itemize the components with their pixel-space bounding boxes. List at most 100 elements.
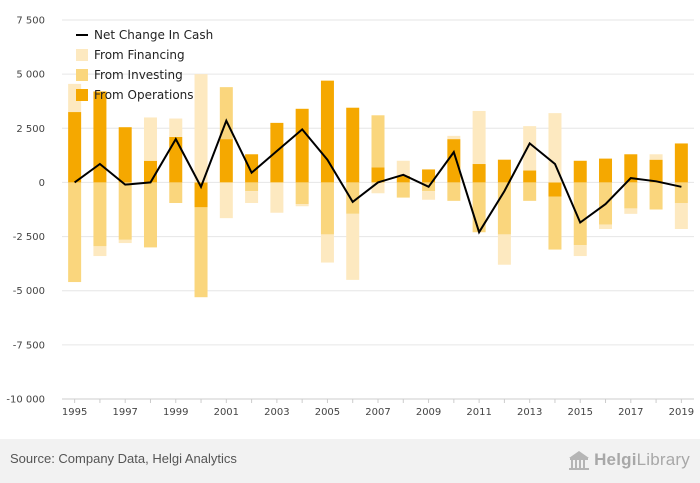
bar-from-financing	[219, 182, 233, 219]
bar-from-operations	[447, 139, 461, 183]
bar-from-operations	[245, 154, 259, 183]
bar-from-investing	[295, 182, 309, 205]
bar-from-financing	[346, 213, 360, 280]
bar-from-financing	[245, 191, 259, 204]
bar-from-financing	[270, 182, 284, 213]
x-tick-label: 2003	[264, 407, 289, 418]
bar-from-investing	[194, 207, 208, 298]
bars	[68, 74, 688, 298]
bar-from-financing	[497, 234, 511, 265]
bar-from-financing	[624, 208, 638, 214]
logo-text-library: Library	[636, 450, 690, 469]
bar-from-financing	[169, 118, 183, 137]
y-tick-label: 0	[39, 178, 45, 189]
legend-label: From Investing	[94, 68, 183, 82]
bar-from-operations	[422, 169, 436, 183]
bar-from-operations	[194, 182, 208, 208]
bar-from-operations	[599, 158, 613, 183]
bar-from-operations	[523, 170, 537, 183]
bar-from-investing	[371, 115, 385, 168]
bar-from-investing	[169, 182, 183, 204]
y-tick-label: -7 500	[13, 340, 45, 351]
bar-from-investing	[118, 182, 132, 240]
bar-from-investing	[68, 182, 82, 283]
bar-from-investing	[573, 182, 587, 246]
bar-from-operations	[548, 182, 562, 197]
x-tick-label: 1997	[112, 407, 137, 418]
bar-from-investing	[649, 182, 663, 210]
bar-from-financing	[674, 203, 688, 229]
x-tick-label: 1995	[62, 407, 87, 418]
x-tick-label: 2011	[466, 407, 491, 418]
x-tick-label: 2017	[618, 407, 643, 418]
x-tick-label: 2019	[669, 407, 694, 418]
bar-from-operations	[118, 127, 132, 183]
legend-label: From Financing	[94, 48, 185, 62]
bar-from-operations	[143, 160, 157, 183]
bar-from-operations	[93, 91, 107, 183]
bar-from-investing	[245, 182, 259, 192]
bar-from-investing	[523, 182, 537, 201]
y-tick-label: -5 000	[13, 286, 45, 297]
bar-from-operations	[346, 107, 360, 183]
x-tick-label: 2013	[517, 407, 542, 418]
bar-from-operations	[624, 154, 638, 183]
x-tick-label: 1999	[163, 407, 188, 418]
bar-from-financing	[422, 191, 436, 200]
bar-from-operations	[68, 112, 82, 183]
bar-from-operations	[573, 160, 587, 183]
bar-from-investing	[624, 182, 638, 209]
bar-from-operations	[295, 108, 309, 183]
bar-from-financing	[599, 224, 613, 229]
x-tick-label: 2015	[568, 407, 593, 418]
bar-from-financing	[143, 117, 157, 161]
bar-from-operations	[649, 159, 663, 183]
y-tick-label: -2 500	[13, 232, 45, 243]
bar-from-operations	[169, 136, 183, 183]
legend: Net Change In Cash From Financing From Inv…	[76, 28, 213, 102]
bar-from-investing	[674, 182, 688, 204]
x-tick-label: 2001	[214, 407, 239, 418]
bar-from-financing	[523, 126, 537, 171]
bar-from-investing	[93, 182, 107, 247]
bar-from-operations	[497, 159, 511, 183]
bar-from-investing	[548, 196, 562, 250]
source-note: Source: Company Data, Helgi Analytics	[10, 451, 237, 466]
legend-label: From Operations	[94, 88, 194, 102]
y-tick-label: 5 000	[16, 70, 45, 81]
footer: Source: Company Data, Helgi Analytics He…	[0, 439, 700, 483]
legend-label: Net Change In Cash	[94, 28, 213, 42]
line-net-change-in-cash	[74, 118, 682, 235]
bar-from-operations	[270, 122, 284, 183]
bar-from-financing	[320, 234, 334, 263]
bar-from-investing	[320, 182, 334, 235]
bar-from-operations	[371, 167, 385, 183]
bar-from-financing	[295, 204, 309, 207]
bar-from-financing	[548, 113, 562, 183]
bar-from-financing	[118, 239, 132, 244]
bar-from-operations	[396, 175, 410, 183]
bar-from-financing	[447, 135, 461, 140]
bar-from-financing	[93, 246, 107, 257]
bar-from-investing	[396, 182, 410, 198]
x-tick-label: 2009	[416, 407, 441, 418]
bar-from-financing	[396, 160, 410, 176]
legend-swatch	[76, 89, 88, 101]
x-tick-label: 2007	[365, 407, 390, 418]
net-change-line	[74, 118, 682, 235]
bar-from-investing	[143, 182, 157, 248]
bar-from-operations	[219, 139, 233, 183]
legend-swatch	[76, 69, 88, 81]
library-building-icon	[569, 451, 590, 470]
bar-from-financing	[573, 245, 587, 257]
x-tick-label: 2005	[315, 407, 340, 418]
bar-from-financing	[649, 154, 663, 160]
bar-from-financing	[371, 182, 385, 194]
bar-from-investing	[447, 182, 461, 201]
y-tick-label: -10 000	[6, 395, 45, 406]
bar-from-investing	[346, 182, 360, 214]
y-tick-label: 2 500	[16, 124, 45, 135]
bar-from-operations	[674, 143, 688, 183]
logo-text-helgi: Helgi	[594, 450, 637, 469]
legend-swatch	[76, 49, 88, 61]
